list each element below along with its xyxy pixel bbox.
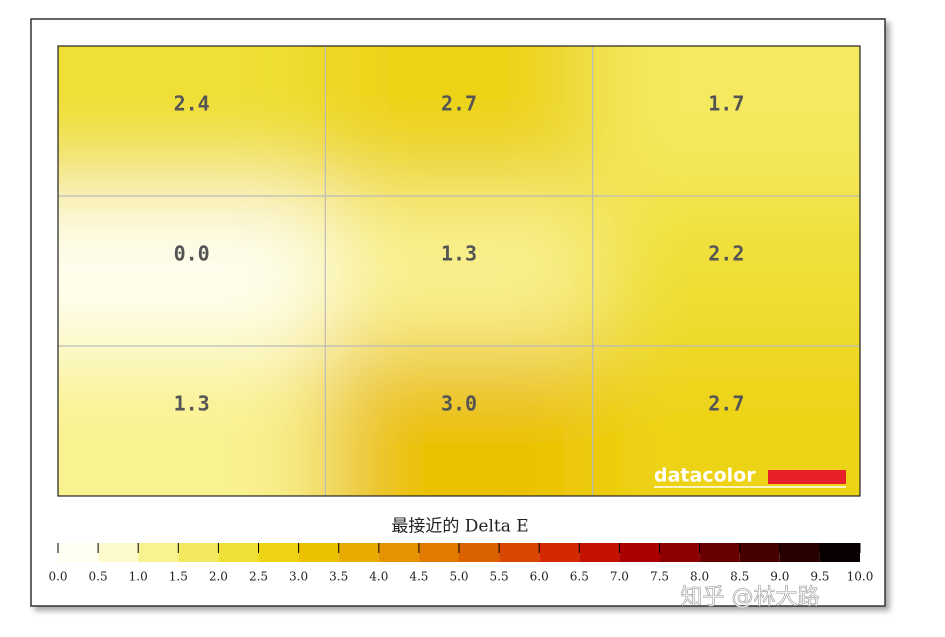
value-label: 1.3 [174, 392, 210, 416]
colorbar-segment [739, 543, 780, 562]
heat-cell [325, 196, 593, 346]
colorbar-segment [459, 543, 500, 562]
heat-cell [592, 196, 860, 346]
colorbar-segment [338, 543, 379, 562]
colorbar-segment [98, 543, 139, 562]
watermark: 知乎 @林大路 [681, 585, 820, 610]
colorbar-tick-label: 1.5 [169, 570, 188, 584]
colorbar-tick-label: 7.5 [650, 570, 669, 584]
colorbar-tick-label: 5.0 [449, 570, 468, 584]
colorbar-tick-label: 0.0 [48, 570, 67, 584]
heat-cell [58, 346, 326, 496]
colorbar-segment [58, 543, 99, 562]
colorbar-segment [659, 543, 700, 562]
heat-cell [325, 46, 593, 196]
colorbar-segment [298, 543, 339, 562]
heat-cell [325, 346, 593, 496]
colorbar-segment [819, 543, 860, 562]
value-label: 2.4 [174, 92, 210, 116]
colorbar-tick-label: 0.5 [89, 570, 108, 584]
colorbar-tick-label: 4.5 [409, 570, 428, 584]
colorbar-segment [418, 543, 459, 562]
colorbar-segment [138, 543, 179, 562]
colorbar-segment [699, 543, 740, 562]
colorbar-tick-label: 9.0 [770, 570, 789, 584]
colorbar-tick-label: 5.5 [490, 570, 509, 584]
colorbar-segment [619, 543, 660, 562]
heat-field [58, 46, 860, 496]
colorbar-tick-label: 8.0 [690, 570, 709, 584]
plot-border [57, 45, 861, 497]
colorbar-tick-label: 2.0 [209, 570, 228, 584]
value-label: 2.2 [708, 242, 744, 266]
value-label: 3.0 [441, 392, 477, 416]
value-label: 0.0 [174, 242, 210, 266]
colorbar-segment [779, 543, 820, 562]
heat-cell [58, 196, 326, 346]
logo-bar [768, 470, 846, 484]
logo: datacolor [654, 465, 756, 487]
colorbar-tick-label: 8.5 [730, 570, 749, 584]
colorbar-segment [378, 543, 419, 562]
colorbar-segment [218, 543, 259, 562]
heat-cell [592, 46, 860, 196]
colorbar-tick-label: 9.5 [810, 570, 829, 584]
value-label: 1.7 [708, 92, 744, 116]
colorbar-tick-label: 6.5 [570, 570, 589, 584]
colorbar-tick-label: 1.0 [129, 570, 148, 584]
value-label: 2.7 [441, 92, 477, 116]
value-label: 1.3 [441, 242, 477, 266]
colorbar-tick-label: 10.0 [847, 570, 874, 584]
colorbar-segment [539, 543, 580, 562]
colorbar-tick-label: 3.5 [329, 570, 348, 584]
colorbar-tick-label: 7.0 [610, 570, 629, 584]
chart-title: 最接近的 Delta E [391, 517, 528, 537]
colorbar-segment [499, 543, 540, 562]
colorbar-segment [178, 543, 219, 562]
colorbar-tick-label: 2.5 [249, 570, 268, 584]
heat-cell [58, 46, 326, 196]
colorbar-tick-label: 3.0 [289, 570, 308, 584]
colorbar-tick-label: 6.0 [530, 570, 549, 584]
colorbar-segment [579, 543, 620, 562]
value-label: 2.7 [708, 392, 744, 416]
colorbar-segment [258, 543, 299, 562]
colorbar-tick-label: 4.0 [369, 570, 388, 584]
